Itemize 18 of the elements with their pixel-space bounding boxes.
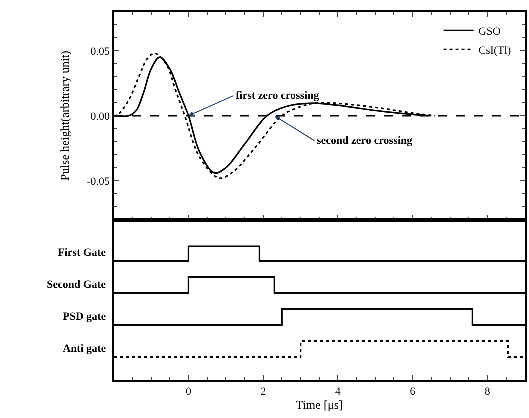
annotation: second zero crossing (317, 135, 414, 147)
y-axis-title: Pulse height(arbitrary unit) (58, 50, 72, 181)
series-label: PSD gate (63, 311, 106, 323)
x-tick-label: 2 (260, 386, 266, 398)
y-tick-label: 0.05 (90, 46, 111, 58)
series-label: First Gate (58, 247, 106, 259)
x-tick-label: 4 (335, 386, 342, 398)
x-axis-title: Time [μs] (296, 398, 343, 412)
x-tick-label: 0 (186, 386, 192, 398)
legend-label: CsI(Tl) (478, 44, 512, 57)
y-tick-label: -0.05 (87, 176, 111, 188)
series-label: Anti gate (63, 343, 106, 355)
x-tick-label: 6 (410, 386, 416, 398)
annotation: first zero crossing (236, 90, 320, 102)
legend-label: GSO (478, 26, 501, 38)
series-label: Second Gate (47, 279, 106, 291)
x-tick-label: 8 (484, 386, 491, 398)
y-tick-label: 0.00 (90, 110, 111, 123)
